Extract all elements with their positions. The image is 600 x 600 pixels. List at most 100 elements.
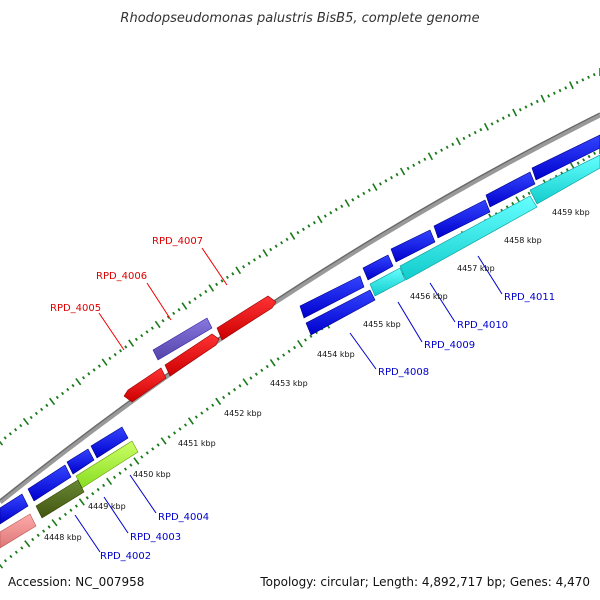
minor-tick: [303, 338, 307, 342]
minor-tick: [20, 546, 24, 550]
major-tick: [106, 477, 113, 486]
major-tick: [101, 358, 108, 366]
major-tick: [51, 519, 58, 527]
minor-tick: [329, 211, 333, 215]
minor-tick: [40, 407, 44, 412]
major-tick: [128, 339, 135, 347]
gene-arrow[interactable]: [485, 171, 536, 208]
gene-arrow[interactable]: [164, 333, 220, 377]
gene-label-rpd-4010[interactable]: RPD_4010: [457, 320, 508, 331]
minor-tick: [31, 537, 35, 542]
gene-label-rpd-4011[interactable]: RPD_4011: [504, 292, 555, 303]
minor-tick: [362, 191, 366, 196]
major-tick: [0, 563, 4, 569]
minor-tick: [301, 227, 305, 231]
minor-tick: [587, 154, 591, 159]
gene-arrow[interactable]: [529, 154, 600, 205]
gene-labels: RPD_4002 RPD_4003 RPD_4004 RPD_4005 RPD_…: [50, 236, 555, 562]
map-title: Rhodopseudomonas palustris BisB5, comple…: [120, 11, 479, 26]
minor-tick: [406, 166, 410, 171]
gene-label-rpd-4005[interactable]: RPD_4005: [50, 303, 101, 314]
minor-tick: [558, 88, 562, 93]
minor-tick: [593, 151, 597, 155]
leader-line: [349, 332, 377, 370]
minor-tick: [112, 475, 117, 479]
minor-tick: [19, 423, 23, 428]
minor-tick: [269, 247, 273, 252]
minor-tick: [249, 376, 253, 380]
gene-arrow[interactable]: [152, 317, 213, 361]
minor-tick: [81, 376, 86, 380]
gene-arrow[interactable]: [216, 295, 277, 341]
leader-line: [201, 247, 228, 286]
minor-tick: [581, 78, 585, 82]
major-tick: [483, 122, 489, 131]
minor-tick: [285, 237, 289, 242]
minor-tick: [172, 311, 176, 316]
minor-tick: [87, 372, 91, 376]
gene-arrow[interactable]: [66, 448, 95, 475]
minor-tick: [434, 151, 438, 155]
minor-tick: [522, 195, 526, 199]
minor-tick: [524, 105, 528, 109]
minor-tick: [60, 391, 65, 396]
tick-label: 4451 kbp: [178, 439, 216, 448]
minor-tick: [232, 388, 237, 392]
gene-label-rpd-4009[interactable]: RPD_4009: [424, 340, 475, 351]
tick-label: 4450 kbp: [133, 470, 171, 479]
gene-arrow[interactable]: [305, 289, 376, 336]
major-tick: [181, 302, 188, 310]
minor-tick: [69, 508, 73, 512]
gene-arrow[interactable]: [433, 199, 491, 239]
minor-tick: [282, 353, 286, 357]
gene-arrow[interactable]: [531, 134, 600, 181]
minor-tick: [507, 113, 511, 118]
minor-tick: [124, 345, 128, 349]
leader-line: [477, 255, 503, 295]
minor-tick: [36, 533, 40, 537]
minor-tick: [527, 191, 531, 195]
gene-label-rpd-4002[interactable]: RPD_4002: [100, 551, 151, 562]
minor-tick: [45, 403, 49, 408]
minor-tick: [129, 463, 133, 467]
minor-tick: [440, 148, 444, 152]
minor-tick: [113, 352, 117, 357]
gene-arrow[interactable]: [362, 254, 394, 281]
minor-tick: [260, 368, 264, 373]
major-tick: [297, 340, 303, 348]
minor-tick: [85, 496, 89, 500]
gene-arrow[interactable]: [0, 493, 29, 525]
gene-label-rpd-4003[interactable]: RPD_4003: [130, 532, 181, 543]
minor-tick: [151, 447, 155, 451]
gene-label-rpd-4008[interactable]: RPD_4008: [378, 367, 429, 378]
minor-tick: [395, 172, 399, 177]
gene-label-rpd-4004[interactable]: RPD_4004: [158, 512, 209, 523]
minor-tick: [312, 220, 316, 225]
minor-tick: [227, 391, 231, 396]
minor-tick: [307, 224, 311, 228]
gene-arrow[interactable]: [35, 479, 85, 519]
minor-tick: [280, 241, 284, 245]
minor-tick: [587, 75, 590, 79]
gene-arrow[interactable]: [390, 229, 436, 263]
gene-arrow[interactable]: [369, 267, 406, 297]
gene-arrow[interactable]: [90, 426, 129, 459]
minor-tick: [547, 94, 551, 98]
gene-label-rpd-4007[interactable]: RPD_4007: [152, 236, 203, 247]
minor-tick: [205, 407, 209, 411]
minor-tick: [468, 133, 472, 138]
minor-tick: [265, 364, 269, 369]
genome-summary-text: Topology: circular; Length: 4,892,717 bp…: [259, 575, 590, 589]
minor-tick: [161, 319, 165, 323]
minor-tick: [123, 467, 128, 471]
gene-arrow[interactable]: [27, 464, 72, 502]
gene-arrow[interactable]: [399, 195, 538, 281]
major-tick: [0, 440, 4, 446]
gene-arrow[interactable]: [0, 513, 37, 549]
major-tick: [160, 437, 167, 445]
minor-tick: [118, 349, 123, 353]
gene-arrow[interactable]: [299, 275, 365, 319]
gene-arrow[interactable]: [123, 367, 167, 403]
minor-tick: [198, 293, 203, 297]
gene-label-rpd-4006[interactable]: RPD_4006: [96, 271, 147, 282]
